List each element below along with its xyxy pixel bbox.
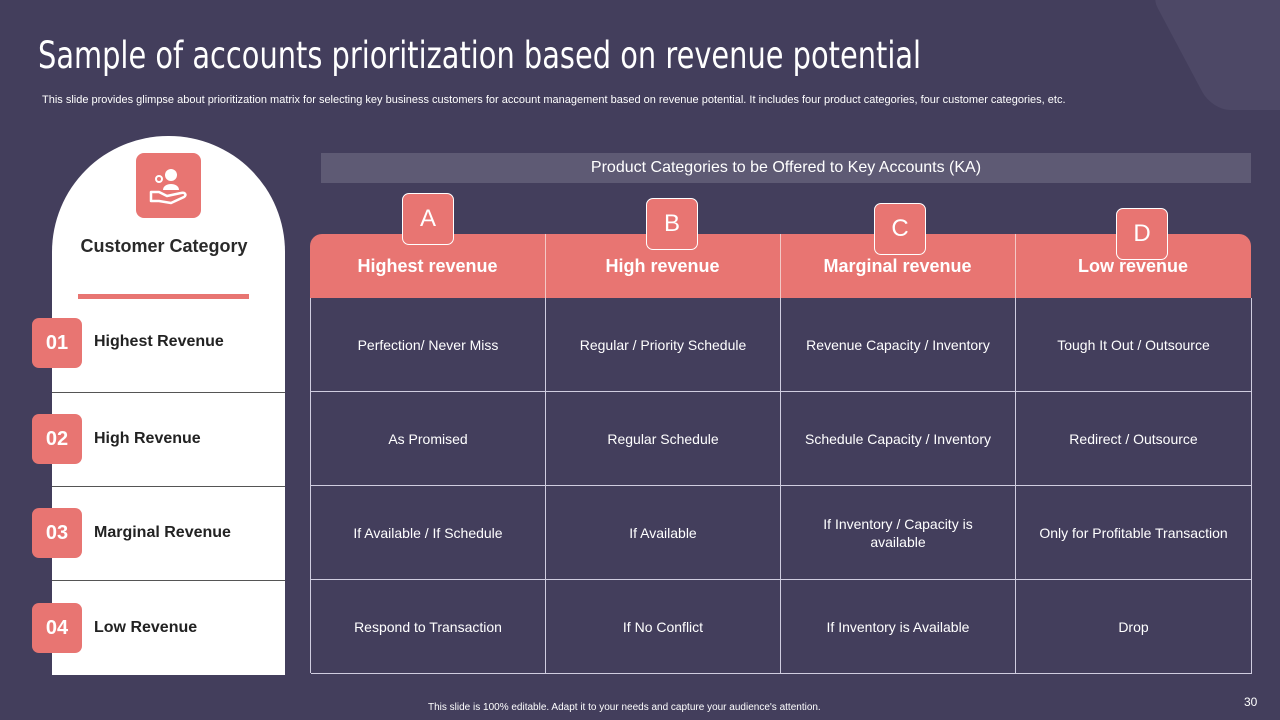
matrix-cell: Schedule Capacity / Inventory (781, 392, 1016, 486)
customer-category-panel (52, 136, 285, 675)
product-categories-banner: Product Categories to be Offered to Key … (321, 153, 1251, 183)
column-letter-badge: D (1116, 208, 1168, 260)
header-separator (545, 234, 546, 298)
column-heading-low-revenue: Low revenue (1077, 255, 1189, 276)
column-letter-badge: C (874, 203, 926, 255)
row-label-marginal-revenue: Marginal Revenue (94, 524, 231, 541)
row-number-badge: 03 (32, 508, 82, 558)
column-heading-marginal-revenue: Marginal revenue (823, 255, 972, 276)
matrix-cell: As Promised (311, 392, 546, 486)
matrix-cell: Redirect / Outsource (1016, 392, 1252, 486)
matrix-cell: If No Conflict (546, 580, 781, 674)
matrix-cell: If Available / If Schedule (311, 486, 546, 580)
hand-person-icon (136, 153, 201, 218)
matrix-cell: If Inventory is Available (781, 580, 1016, 674)
matrix-cell: Regular Schedule (546, 392, 781, 486)
slide-title: Sample of accounts prioritization based … (38, 34, 922, 77)
page-number: 30 (1244, 695, 1258, 709)
matrix-cell: Respond to Transaction (311, 580, 546, 674)
matrix-cell: Only for Profitable Transaction (1016, 486, 1252, 580)
column-letter-badge: A (402, 193, 454, 245)
row-divider (52, 392, 285, 393)
matrix-cell: Tough It Out / Outsource (1016, 298, 1252, 392)
row-label-low-revenue: Low Revenue (94, 619, 198, 636)
row-divider (52, 580, 285, 581)
row-number-badge: 04 (32, 603, 82, 653)
row-label-high-revenue: High Revenue (94, 430, 201, 447)
column-heading-high-revenue: High revenue (605, 255, 720, 276)
matrix-cell: Revenue Capacity / Inventory (781, 298, 1016, 392)
footer-text: This slide is 100% editable. Adapt it to… (428, 702, 821, 713)
heading-underline (78, 294, 249, 299)
slide-subtitle: This slide provides glimpse about priori… (42, 94, 1066, 106)
corner-decoration (1148, 0, 1280, 110)
header-separator (1015, 234, 1016, 298)
column-letter-badge: B (646, 198, 698, 250)
matrix-cell: Perfection/ Never Miss (311, 298, 546, 392)
matrix-cell: If Available (546, 486, 781, 580)
row-label-highest-revenue: Highest Revenue (94, 333, 224, 350)
customer-category-heading: Customer Category (80, 236, 248, 256)
row-number-badge: 02 (32, 414, 82, 464)
column-heading-highest-revenue: Highest revenue (357, 255, 498, 276)
matrix-cell: If Inventory / Capacity is available (781, 486, 1016, 580)
matrix-cell: Drop (1016, 580, 1252, 674)
matrix-cell: Regular / Priority Schedule (546, 298, 781, 392)
row-divider (52, 486, 285, 487)
row-number-badge: 01 (32, 318, 82, 368)
header-separator (780, 234, 781, 298)
prioritization-matrix: Perfection/ Never Miss Regular / Priorit… (310, 298, 1252, 674)
